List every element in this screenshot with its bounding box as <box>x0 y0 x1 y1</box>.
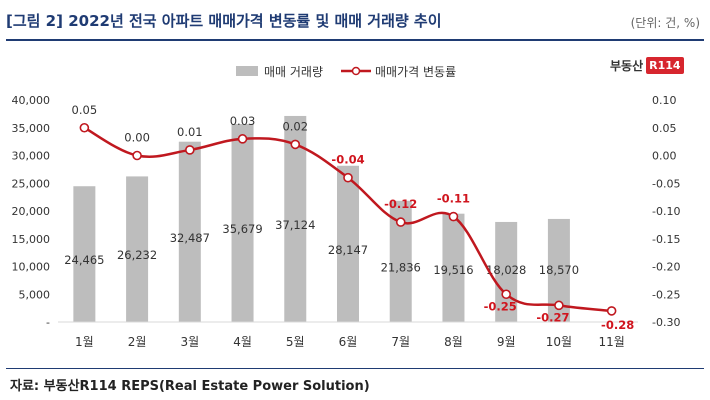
line-value-label: 0.00 <box>124 131 150 145</box>
logo-badge: R114 <box>646 56 684 74</box>
line-value-label: 0.03 <box>230 114 256 128</box>
line-point <box>554 300 564 311</box>
bar-trading-volume <box>231 123 254 322</box>
line-value-label: 0.02 <box>282 119 308 133</box>
right-axis-tick: -0.10 <box>652 205 680 218</box>
x-axis-tick: 5월 <box>286 335 305 349</box>
source-note: 자료: 부동산R114 REPS(Real Estate Power Solut… <box>10 379 370 394</box>
line-point <box>448 211 459 222</box>
x-axis-tick: 3월 <box>180 335 199 349</box>
bar-trading-volume <box>389 200 412 322</box>
legend-line-swatch <box>341 66 372 76</box>
bar-trading-volume <box>284 115 307 323</box>
line-point <box>606 306 617 316</box>
left-axis-tick: 40,000 <box>12 94 51 107</box>
legend-bar-swatch <box>236 66 258 76</box>
title-bar: [그림 2] 2022년 전국 아파트 매매가격 변동률 및 매매 거래량 추이… <box>6 4 704 38</box>
x-axis-tick: 9월 <box>497 335 516 349</box>
bar-trading-volume <box>337 165 359 322</box>
bar-value-label: 21,836 <box>381 260 421 274</box>
bar-value-label: 18,570 <box>539 263 579 277</box>
x-axis-tick: 7월 <box>391 335 410 349</box>
line-point <box>79 122 90 133</box>
line-value-label: -0.25 <box>484 299 517 313</box>
unit-label: (단위: 건, %) <box>630 16 700 30</box>
legend-line-label: 매매가격 변동률 <box>375 64 457 79</box>
chart-area: - 5,000 10,000 15,000 20,000 25,000 30,000 35,0… <box>6 44 704 366</box>
left-axis-tick: 15,000 <box>12 233 51 246</box>
x-axis-tick: 1월 <box>75 335 94 349</box>
line-point <box>237 134 248 144</box>
x-axis-tick: 4월 <box>233 335 252 349</box>
left-axis-tick: 35,000 <box>12 122 51 135</box>
right-axis-tick: -0.15 <box>652 233 680 246</box>
right-axis-tick: -0.20 <box>652 261 680 274</box>
x-axis-tick: 8월 <box>444 335 463 349</box>
line-price-change <box>83 126 612 313</box>
x-axis-tick: 10월 <box>546 335 572 349</box>
left-axis-tick: 10,000 <box>12 261 51 274</box>
legend-bar-label: 매매 거래량 <box>264 64 324 79</box>
combo-chart: - 5,000 10,000 15,000 20,000 25,000 30,000 35,0… <box>12 94 681 349</box>
bar-value-label: 32,487 <box>170 231 210 245</box>
right-axis-tick: -0.25 <box>652 288 680 301</box>
left-axis-tick: 25,000 <box>12 177 51 190</box>
line-value-label: -0.11 <box>437 192 470 206</box>
bar-trading-volume <box>547 218 570 322</box>
footer-divider <box>6 368 704 369</box>
title-divider <box>6 39 704 41</box>
bar-trading-volume <box>126 176 149 322</box>
bar-value-label: 24,465 <box>64 253 104 267</box>
line-point <box>185 145 195 155</box>
bar-value-label: 37,124 <box>275 218 315 232</box>
line-point <box>395 217 406 227</box>
left-axis-tick: 5,000 <box>19 288 51 301</box>
line-point <box>132 150 142 161</box>
chart-title: [그림 2] 2022년 전국 아파트 매매가격 변동률 및 매매 거래량 추이 <box>6 12 442 30</box>
left-axis-tick: - <box>46 316 50 329</box>
bar-trading-volume <box>442 213 465 322</box>
line-point <box>501 289 511 300</box>
line-point <box>290 139 301 150</box>
bar-value-label: 18,028 <box>486 263 526 277</box>
right-axis-tick: 0.10 <box>652 94 677 107</box>
line-value-label: -0.04 <box>331 153 364 167</box>
bar-value-label: 26,232 <box>117 248 157 262</box>
x-axis-tick: 11월 <box>598 335 624 349</box>
bar-value-label: 28,147 <box>328 243 368 257</box>
line-value-label: 0.01 <box>177 125 203 139</box>
brand-logo: 부동산 R114 <box>610 54 684 76</box>
line-point <box>343 172 353 183</box>
left-axis-tick: 20,000 <box>12 205 51 218</box>
right-axis-tick: -0.05 <box>652 177 680 190</box>
line-value-label: -0.27 <box>536 310 569 324</box>
left-axis-tick: 30,000 <box>12 150 51 163</box>
bar-trading-volume <box>178 141 201 322</box>
logo-text: 부동산 <box>610 58 644 73</box>
bar-value-label: 35,679 <box>222 222 262 236</box>
line-value-label: 0.05 <box>72 103 98 117</box>
bar-trading-volume <box>73 186 96 322</box>
x-axis-tick: 2월 <box>128 335 147 349</box>
x-axis-tick: 6월 <box>339 335 358 349</box>
line-value-label: -0.12 <box>384 197 417 211</box>
right-axis-tick: -0.30 <box>652 316 680 329</box>
right-axis-tick: 0.00 <box>652 150 677 163</box>
legend: 매매 거래량 매매가격 변동률 <box>236 62 456 80</box>
right-axis-tick: 0.05 <box>652 122 677 135</box>
bar-value-label: 19,516 <box>433 263 473 277</box>
line-value-label: -0.28 <box>601 318 634 332</box>
